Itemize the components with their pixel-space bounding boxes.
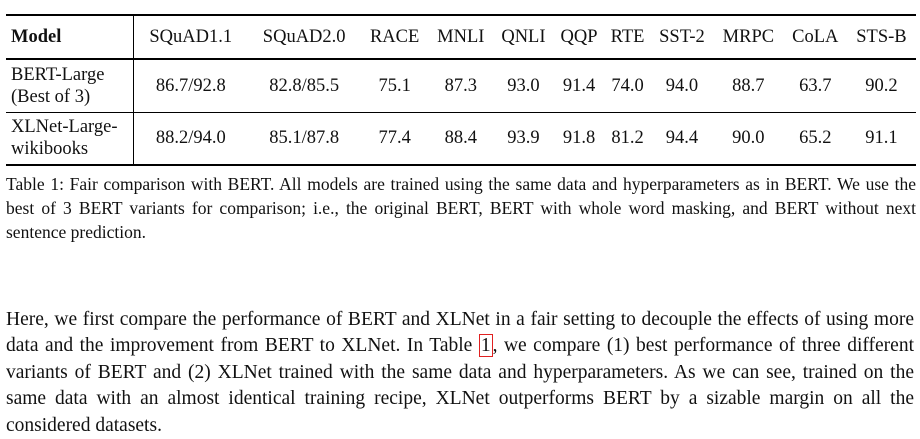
table-cell: 88.4 [428,112,493,165]
table-cell: 90.0 [713,112,783,165]
model-name: XLNet-Large- [11,116,133,138]
table-cell: 75.1 [361,59,429,112]
table-cell: 81.2 [604,112,650,165]
table-cell: 82.8/85.5 [248,59,361,112]
header-qnli: QNLI [493,15,554,59]
table-cell: 91.1 [847,112,916,165]
table-cell: 63.7 [784,59,847,112]
header-race: RACE [361,15,429,59]
model-cell: BERT-Large (Best of 3) [6,59,134,112]
model-name: BERT-Large [11,64,133,86]
table-caption: Table 1: Fair comparison with BERT. All … [6,172,916,244]
table-cell: 65.2 [784,112,847,165]
model-note: (Best of 3) [11,86,133,108]
table-cell: 88.7 [713,59,783,112]
table-cell: 93.0 [493,59,554,112]
header-stsb: STS-B [847,15,916,59]
table-row: XLNet-Large- wikibooks 88.2/94.0 85.1/87… [6,112,916,165]
table-reference-link[interactable]: 1 [479,334,493,357]
table-cell: 74.0 [604,59,650,112]
table-cell: 94.4 [651,112,713,165]
table-cell: 86.7/92.8 [134,59,248,112]
table-cell: 93.9 [493,112,554,165]
body-paragraph: Here, we first compare the performance o… [6,307,914,439]
header-rte: RTE [604,15,650,59]
header-squad11: SQuAD1.1 [134,15,248,59]
header-qqp: QQP [554,15,605,59]
table-row: BERT-Large (Best of 3) 86.7/92.8 82.8/85… [6,59,916,112]
table-cell: 77.4 [361,112,429,165]
header-sst2: SST-2 [651,15,713,59]
model-note: wikibooks [11,138,133,160]
table-cell: 88.2/94.0 [134,112,248,165]
table-header-row: Model SQuAD1.1 SQuAD2.0 RACE MNLI QNLI Q… [6,15,916,59]
table-cell: 91.4 [554,59,605,112]
table-cell: 90.2 [847,59,916,112]
header-mnli: MNLI [428,15,493,59]
header-squad20: SQuAD2.0 [248,15,361,59]
table-cell: 91.8 [554,112,605,165]
table-cell: 85.1/87.8 [248,112,361,165]
model-cell: XLNet-Large- wikibooks [6,112,134,165]
table-cell: 94.0 [651,59,713,112]
header-cola: CoLA [784,15,847,59]
header-model: Model [6,15,134,59]
table-cell: 87.3 [428,59,493,112]
header-mrpc: MRPC [713,15,783,59]
results-table: Model SQuAD1.1 SQuAD2.0 RACE MNLI QNLI Q… [6,14,916,166]
